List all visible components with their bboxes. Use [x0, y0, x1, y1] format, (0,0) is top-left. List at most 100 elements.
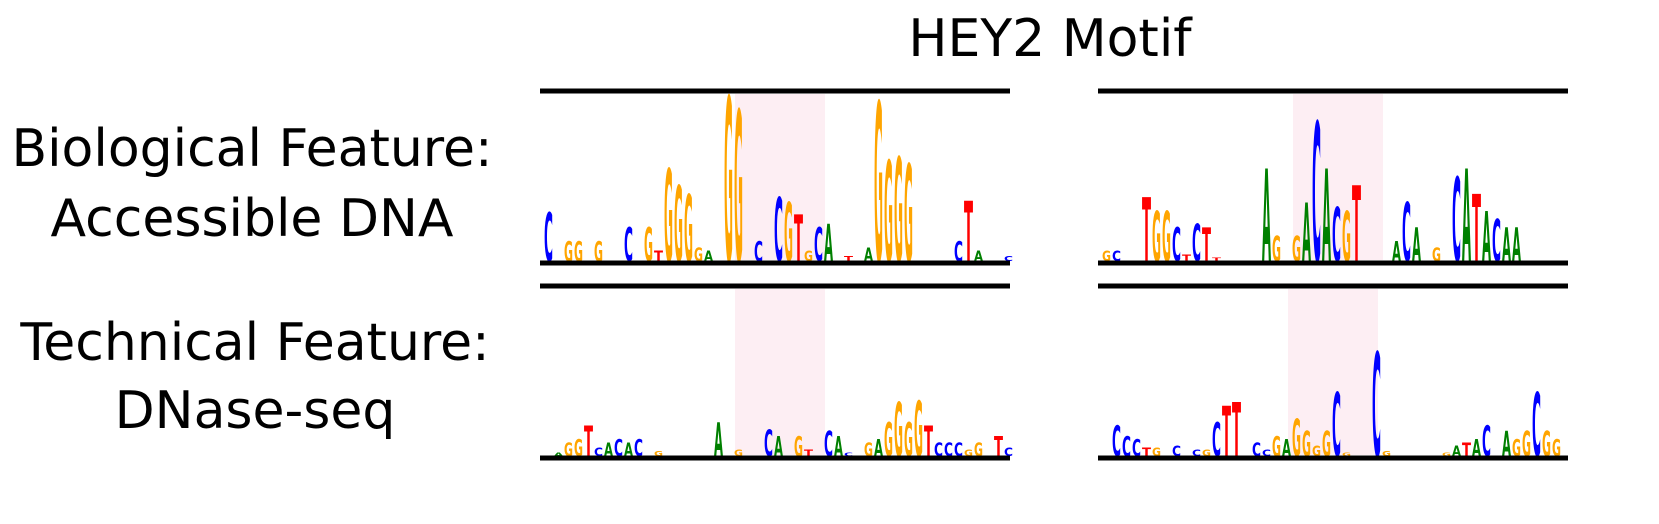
logo-letter: T	[1212, 257, 1222, 262]
logo-letter: A	[704, 249, 714, 265]
highlight	[735, 289, 825, 455]
logo-letter: C	[1172, 444, 1181, 460]
logo-letter: G	[1202, 448, 1211, 459]
logo-letter: T	[1182, 253, 1192, 264]
logo-letter: G	[904, 138, 913, 293]
logo-letter: C	[824, 425, 833, 465]
logo-letter: C	[754, 237, 763, 269]
logo-letter: A	[1472, 436, 1481, 462]
logo-letter: T	[1142, 445, 1152, 458]
logo-letter: G	[1382, 451, 1391, 459]
logo-letter: A	[1502, 425, 1511, 465]
logo-letter: G	[794, 432, 803, 464]
logo-letter: G	[664, 146, 673, 292]
logo-letter: T	[1462, 438, 1471, 460]
logo-letter: A	[1322, 146, 1331, 292]
row-label: Technical Feature:	[19, 313, 489, 373]
logo-letter: C	[1312, 83, 1321, 306]
logo-letter: G	[884, 414, 893, 467]
logo-letter: C	[944, 438, 953, 460]
logo-letter: C	[1132, 436, 1141, 462]
logo-letter: A	[874, 436, 883, 462]
logo-letter: G	[734, 69, 743, 310]
logo-letter: T	[1142, 180, 1151, 282]
logo-letter: C	[764, 423, 773, 466]
logo-letter: G	[1342, 197, 1351, 278]
logo-letter: G	[884, 134, 893, 295]
logo-letter: A	[1262, 146, 1271, 292]
logo-letter: G	[1512, 436, 1521, 462]
logo-letter: A	[774, 432, 783, 464]
logo-letter: G	[1152, 445, 1161, 458]
logo-letter: C	[1172, 219, 1181, 272]
logo-letter: G	[804, 249, 813, 265]
logo-letter: T	[844, 256, 853, 264]
logo-letter: T	[794, 201, 803, 276]
logo-letter: G	[1432, 243, 1441, 265]
logo-letter: T	[1472, 177, 1481, 284]
logo-letter: A	[1282, 436, 1291, 462]
logo-letter: C	[544, 200, 553, 278]
logo-letter: T	[1222, 392, 1231, 473]
logo-letter: G	[1522, 425, 1531, 465]
logo-letter: A	[824, 214, 833, 273]
logo-letter: C	[614, 436, 623, 462]
logo-letter: A	[1462, 146, 1471, 292]
highlight	[1288, 289, 1378, 455]
logo-letter: G	[694, 243, 703, 265]
logo-letter: A	[834, 432, 843, 464]
logo-letter: G	[874, 58, 883, 314]
logo-letter: G	[574, 436, 583, 462]
logo-letter: G	[1272, 230, 1281, 270]
logo-letter: G	[894, 129, 903, 295]
logo-letter: G	[1442, 452, 1451, 457]
logo-letter: A	[554, 452, 564, 457]
logo-letter: C	[1262, 448, 1271, 459]
logo-letter: C	[1192, 448, 1201, 459]
logo-letter: G	[564, 237, 573, 269]
logo-letter: A	[604, 438, 614, 460]
logo-letter: T	[804, 448, 814, 459]
logo-letter: G	[1152, 197, 1161, 278]
logo-letter: C	[634, 436, 643, 462]
logo-letter: T	[1202, 219, 1211, 272]
logo-letter: G	[594, 237, 603, 269]
logo-letter: C	[954, 438, 963, 460]
logo-letter: C	[594, 445, 603, 458]
logo-letter: T	[964, 184, 973, 280]
logo-letter: C	[1112, 419, 1121, 466]
logo-letter: C	[1332, 375, 1341, 477]
logo-letter: C	[1492, 207, 1501, 275]
logo-letter: T	[924, 419, 933, 466]
row-label: Accessible DNA	[51, 189, 454, 249]
logo-letter: G	[914, 385, 923, 474]
logo-letter: G	[1272, 432, 1281, 464]
logo-letter: C	[1482, 419, 1491, 466]
logo-letter: G	[1302, 425, 1311, 465]
logo-letter: C	[954, 237, 963, 269]
logo-letter: C	[1004, 445, 1013, 458]
logo-letter: G	[1102, 249, 1111, 265]
logo-letter: G	[574, 237, 583, 269]
logo-letter: C	[1332, 194, 1341, 279]
logo-letter: G	[564, 438, 573, 460]
logo-letter: A	[1482, 197, 1491, 278]
logo-letter: A	[1412, 219, 1421, 272]
logo-letter: A	[624, 438, 634, 460]
logo-letter: A	[1452, 444, 1462, 460]
logo-letter: A	[1302, 187, 1311, 281]
logo-letter: G	[904, 414, 913, 467]
logo-letter: C	[1192, 214, 1201, 273]
logo-letter: A	[974, 249, 984, 265]
logo-letter: G	[654, 451, 663, 459]
logo-letter: G	[1312, 444, 1321, 460]
logo-letter: T	[584, 419, 593, 466]
logo-letter: G	[724, 52, 733, 315]
logo-letter: T	[654, 249, 663, 265]
logo-letter: C	[1532, 375, 1541, 477]
logo-letter: A	[1512, 219, 1521, 272]
logo-letter: A	[1392, 237, 1401, 269]
logo-letter: G	[1162, 197, 1171, 278]
logo-letter: A	[714, 414, 723, 467]
